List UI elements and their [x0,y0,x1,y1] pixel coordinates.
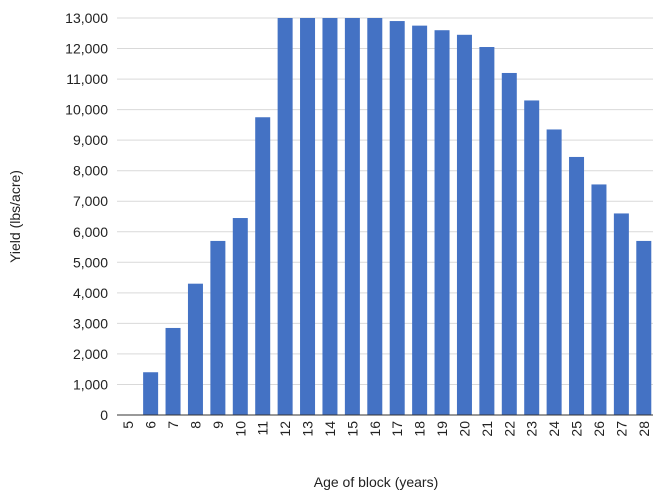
x-tick-label: 27 [613,421,629,437]
y-tick-label: 6,000 [73,224,108,240]
bar-age-9 [210,240,226,415]
bar-age-22 [501,72,517,415]
bar-age-13 [300,18,316,415]
x-axis-title: Age of block (years) [314,474,439,490]
bar-age-8 [187,283,203,415]
x-tick-label: 6 [143,421,159,429]
bar-age-21 [479,47,495,416]
x-tick-label: 11 [255,421,271,436]
x-tick-label: 5 [120,421,136,429]
y-tick-label: 4,000 [73,285,108,301]
y-tick-label: 7,000 [73,193,108,209]
x-tick-label: 16 [367,421,383,437]
bar-age-15 [344,18,360,415]
x-tick-label: 24 [546,421,562,437]
bar-age-12 [277,18,293,415]
x-tick-label: 10 [232,421,248,437]
x-tick-label: 20 [456,421,472,437]
x-tick-label: 23 [524,421,540,437]
bar-age-28 [636,240,652,415]
x-tick-label: 12 [277,421,293,437]
gridlines [117,17,653,385]
y-tick-label: 9,000 [73,132,108,148]
x-tick-labels: 5 6 7 8 9 10 11 12 13 14 15 16 17 18 19 20 21 22 23 24 25 26 2… [120,421,652,437]
bar-age-20 [456,34,472,416]
x-tick-label: 9 [210,421,226,429]
y-tick-label: 1,000 [73,376,108,392]
bar-age-7 [165,327,181,415]
y-tick-label: 3,000 [73,315,108,331]
x-tick-label: 19 [434,421,450,437]
bar-age-6 [143,372,159,415]
bars [143,18,652,416]
bar-age-10 [232,218,248,415]
y-tick-label: 5,000 [73,254,108,270]
x-tick-label: 14 [322,421,338,437]
y-tick-label: 2,000 [73,346,108,362]
y-tick-label: 13,000 [65,10,108,26]
bar-age-18 [412,25,428,416]
y-tick-label: 12,000 [65,41,108,57]
x-tick-label: 13 [300,421,316,437]
y-tick-labels: 0 1,000 2,000 3,000 4,000 5,000 6,000 7,000 8,00… [65,10,108,423]
x-tick-label: 17 [389,421,405,437]
x-tick-label: 18 [412,421,428,437]
x-tick-label: 28 [636,421,652,437]
x-tick-label: 15 [344,421,360,437]
y-tick-label: 11,000 [66,71,108,87]
y-tick-label: 10,000 [65,102,108,118]
y-tick-label: 8,000 [73,163,108,179]
x-tick-label: 22 [501,421,517,437]
x-tick-label: 7 [165,421,181,429]
bar-age-11 [255,117,271,415]
y-tick-label: 0 [100,407,108,423]
bar-age-19 [434,30,450,415]
bar-age-24 [546,129,562,415]
bar-age-25 [569,156,585,415]
x-tick-label: 25 [569,421,585,437]
bar-age-27 [613,213,629,415]
x-tick-label: 26 [591,421,607,437]
x-tick-label: 21 [479,421,495,437]
bar-age-17 [389,21,405,416]
bar-age-23 [524,100,540,415]
bar-age-26 [591,184,607,415]
bar-age-14 [322,18,338,415]
bar-age-16 [367,18,383,415]
y-axis-title: Yield (lbs/acre) [7,170,23,263]
x-tick-label: 8 [187,421,203,429]
